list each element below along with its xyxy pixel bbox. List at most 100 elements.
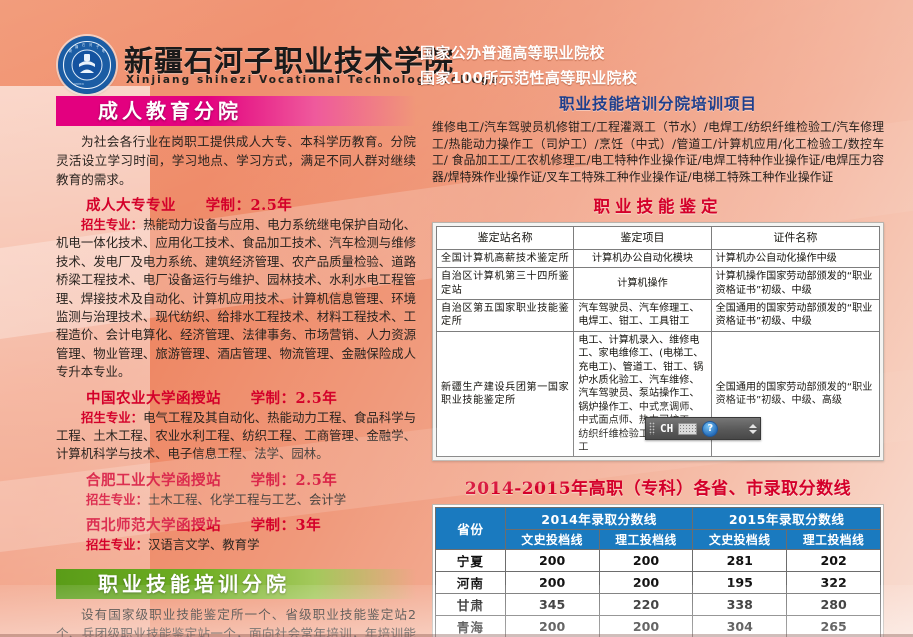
score-table-container: 省份 2014年录取分数线 2015年录取分数线 文史投档线 理工投档线 文史投… xyxy=(432,504,884,637)
cell-2015-wenshi: 281 xyxy=(692,549,788,573)
table-row: 宁夏 200 200 281 202 xyxy=(435,549,881,573)
cell-2014-wenshi: 345 xyxy=(504,593,600,617)
program-name: 合肥工业大学函授站 xyxy=(86,471,221,489)
svg-text:石: 石 xyxy=(82,43,85,47)
ime-language-bar[interactable]: CH ? xyxy=(645,417,761,440)
majors-label: 招生专业 xyxy=(86,537,136,553)
program-heading: 西北师范大学函授站 学制：3年 xyxy=(56,514,416,535)
cell-station: 自治区第五国家职业技能鉴定所 xyxy=(435,299,575,332)
chevron-up-down-icon[interactable] xyxy=(749,423,757,434)
score-table-title: 2014-2015年高职（专科）各省、市录取分数线 xyxy=(464,479,852,500)
training-projects-title: 职业技能培训分院培训项目 xyxy=(558,94,757,113)
program-heading: 合肥工业大学函授站 学制：2.5年 xyxy=(56,469,416,490)
table-row: 河南 200 200 195 322 xyxy=(435,571,881,595)
column-header-2014: 2014年录取分数线 xyxy=(504,507,694,531)
chevron-down-icon[interactable] xyxy=(749,429,757,434)
majors-text: 热能动力设备与应用、电力系统继电保护自动化、机电一体化技术、应用化工技术、食品加… xyxy=(56,217,417,380)
cell-province: 宁夏 xyxy=(435,549,506,573)
admission-score-table: 省份 2014年录取分数线 2015年录取分数线 文史投档线 理工投档线 文史投… xyxy=(435,507,881,637)
cell-station: 自治区计算机第三十四所鉴定站 xyxy=(435,267,575,300)
majors-text: 电气工程及其自动化、热能动力工程、食品科学与工程、土木工程、农业水利工程、纺织工… xyxy=(56,409,417,462)
table-row: 全国计算机高薪技术鉴定所 计算机办公自动化模块 计算机办公自动化操作中级 xyxy=(435,248,881,269)
svg-text:河: 河 xyxy=(89,42,93,47)
cell-2014-ligong: 200 xyxy=(598,549,694,573)
program-heading: 中国农业大学函授站 学制：2.5年 xyxy=(56,387,416,408)
ime-language-label[interactable]: CH xyxy=(660,422,674,435)
majors-label: 招生专业 xyxy=(81,409,131,425)
program-heading: 成人大专专业 学制：2.5年 xyxy=(56,194,416,215)
cell-certificate: 计算机办公自动化操作中级 xyxy=(710,248,881,269)
column-header-2014-ligong: 理工投档线 xyxy=(598,529,694,551)
table-header-row: 鉴定站名称 鉴定项目 证件名称 xyxy=(435,226,881,250)
cell-2015-wenshi: 304 xyxy=(692,615,788,637)
cell-2014-ligong: 200 xyxy=(598,615,694,637)
keyboard-icon[interactable] xyxy=(678,422,698,435)
cell-certificate: 全国通用的国家劳动部颁发的“职业资格证书”初级、中级 xyxy=(710,299,881,332)
cell-2015-wenshi: 195 xyxy=(692,571,788,595)
page-bottom-edge xyxy=(0,634,913,637)
header-tagline: 国家公办普通高等职业院校 国家100所示范性高等职业院校 xyxy=(420,41,637,91)
right-column: 职业技能培训分院培训项目 维修电工/汽车驾驶员机修钳工/工程灌溉工（节水）/电焊… xyxy=(432,92,884,637)
program-name: 中国农业大学函授站 xyxy=(86,389,221,407)
cell-2015-ligong: 322 xyxy=(786,571,881,595)
column-header-2015: 2015年录取分数线 xyxy=(692,507,881,531)
column-header-2014-wenshi: 文史投档线 xyxy=(504,529,600,551)
svg-text:子: 子 xyxy=(96,44,100,49)
section-banner-vocational-training: 职业技能培训分院 xyxy=(56,568,416,599)
cell-items: 汽车驾驶员、汽车修理工、电焊工、钳工、工具钳工 xyxy=(573,299,712,332)
cell-station: 全国计算机高薪技术鉴定所 xyxy=(435,248,575,269)
chevron-up-icon[interactable] xyxy=(749,423,757,428)
cell-province: 河南 xyxy=(435,571,506,595)
program-duration: 学制：3年 xyxy=(250,517,322,535)
cell-2015-wenshi: 338 xyxy=(692,593,788,617)
training-projects-list: 维修电工/汽车驾驶员机修钳工/工程灌溉工（节水）/电焊工/纺织纤维检验工/汽车修… xyxy=(432,120,884,184)
cell-2015-ligong: 202 xyxy=(786,549,881,573)
program-majors: 招生专业：汉语言文学、教育学 xyxy=(86,537,260,553)
column-header-province: 省份 xyxy=(435,507,506,551)
cell-province: 甘肃 xyxy=(435,593,506,617)
poster-header: 新疆石 河子职 SHIHEZI 新疆石河子职业技术学院 Xinjiang shi… xyxy=(0,14,913,94)
cell-items: 计算机办公自动化模块 xyxy=(573,248,712,269)
vocational-training-intro: 设有国家级职业技能鉴定所一个、省级职业技能鉴定站2个、兵团级职业技能鉴定站一个，… xyxy=(56,606,416,637)
table-row: 自治区计算机第三十四所鉴定站 计算机操作 计算机操作国家劳动部颁发的“职业资格证… xyxy=(435,267,881,300)
table-header-row-group: 省份 2014年录取分数线 2015年录取分数线 xyxy=(435,507,881,551)
cell-2014-ligong: 220 xyxy=(598,593,694,617)
cell-certificate: 计算机操作国家劳动部颁发的“职业资格证书”初级、中级 xyxy=(710,267,881,300)
table-row: 自治区第五国家职业技能鉴定所 汽车驾驶员、汽车修理工、电焊工、钳工、工具钳工 全… xyxy=(435,299,881,332)
majors-text: 土木工程、化学工程与工艺、会计学 xyxy=(147,491,347,507)
program-majors: 招生专业：热能动力设备与应用、电力系统继电保护自动化、机电一体化技术、应用化工技… xyxy=(56,217,417,380)
section-banner-adult-education: 成人教育分院 xyxy=(56,96,416,126)
svg-text:疆: 疆 xyxy=(75,44,79,49)
program-name: 西北师范大学函授站 xyxy=(86,517,221,535)
majors-text: 汉语言文学、教育学 xyxy=(147,537,260,553)
svg-text:新: 新 xyxy=(69,48,73,53)
program-duration: 学制：2.5年 xyxy=(250,389,338,407)
column-header-items: 鉴定项目 xyxy=(573,226,712,250)
drag-grip-icon[interactable] xyxy=(649,422,655,435)
program-duration: 学制：2.5年 xyxy=(250,471,338,489)
school-name-cn: 新疆石河子职业技术学院 xyxy=(124,44,455,78)
left-column: 成人教育分院 为社会各行业在岗职工提供成人大专、本科学历教育。分院灵活设立学习时… xyxy=(56,96,416,637)
cell-2014-wenshi: 200 xyxy=(504,571,600,595)
cell-items: 计算机操作 xyxy=(573,267,712,300)
program-majors: 招生专业：电气工程及其自动化、热能动力工程、食品科学与工程、土木工程、农业水利工… xyxy=(56,409,417,462)
cell-2014-wenshi: 200 xyxy=(504,549,600,573)
tagline-line-2: 国家100所示范性高等职业院校 xyxy=(420,69,638,87)
majors-label: 招生专业 xyxy=(86,491,136,507)
table-row: 甘肃 345 220 338 280 xyxy=(435,593,881,617)
table-header-row-sub: 文史投档线 理工投档线 文史投档线 理工投档线 xyxy=(436,529,881,551)
column-header-2015-ligong: 理工投档线 xyxy=(786,529,881,551)
school-name-en: Xinjiang shihezi Vocational Technology C… xyxy=(126,74,500,86)
cell-2015-ligong: 280 xyxy=(786,593,881,617)
adult-education-intro: 为社会各行业在岗职工提供成人大专、本科学历教育。分院灵活设立学习时间，学习地点、… xyxy=(56,134,416,187)
table-row: 青海 200 200 304 265 xyxy=(435,615,881,637)
tagline-line-1: 国家公办普通高等职业院校 xyxy=(420,44,605,62)
majors-label: 招生专业 xyxy=(81,217,131,232)
table-row: 新疆生产建设兵团第一国家职业技能鉴定所 电工、计算机录入、维修电工、家电维修工、… xyxy=(435,330,881,458)
program-majors: 招生专业：土木工程、化学工程与工艺、会计学 xyxy=(86,491,347,507)
help-icon[interactable]: ? xyxy=(702,420,719,437)
column-header-station: 鉴定站名称 xyxy=(435,226,575,250)
program-name: 成人大专专业 xyxy=(86,197,176,214)
cell-station: 新疆生产建设兵团第一国家职业技能鉴定所 xyxy=(435,330,575,458)
